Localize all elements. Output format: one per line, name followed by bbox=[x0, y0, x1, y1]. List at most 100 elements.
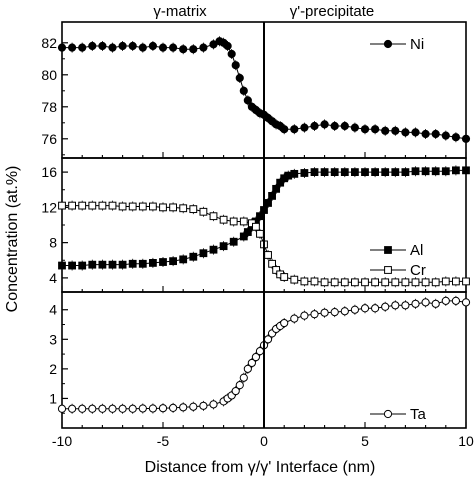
series-ta-point bbox=[371, 304, 380, 313]
panel-middle-legend: Al Cr bbox=[370, 242, 426, 279]
series-al-point bbox=[108, 260, 117, 269]
series-ta-point bbox=[330, 308, 339, 317]
series-ta-point bbox=[340, 307, 349, 316]
series-ta-point bbox=[391, 301, 400, 310]
panel-middle-ytick-label: 4 bbox=[49, 270, 57, 286]
series-ta-point bbox=[169, 403, 178, 412]
series-al-point bbox=[431, 167, 440, 176]
series-cr-point bbox=[252, 222, 260, 231]
series-ni-point bbox=[98, 41, 107, 51]
series-al-point bbox=[138, 259, 147, 268]
series-ni-point bbox=[461, 134, 471, 143]
series-ta-point bbox=[118, 404, 127, 413]
panel-bottom-legend: Ta bbox=[370, 406, 427, 423]
series-ni-point bbox=[421, 129, 430, 139]
series-al-point bbox=[401, 168, 410, 177]
panel-bottom: 1 2 3 4 -10 -5 0 5 10 Ta bbox=[49, 291, 474, 449]
series-cr-point bbox=[452, 277, 460, 286]
panel-middle-ticks: 4 8 12 16 bbox=[41, 164, 467, 292]
series-ni-point bbox=[280, 125, 289, 134]
series-al-point bbox=[320, 168, 329, 177]
series-cr-point bbox=[229, 217, 238, 226]
series-cr-point bbox=[401, 278, 410, 287]
series-ta-point bbox=[251, 352, 261, 362]
series-cr-point bbox=[98, 201, 107, 210]
series-cr-point bbox=[272, 266, 281, 274]
series-ni-point bbox=[340, 121, 349, 131]
series-ta-point bbox=[461, 298, 471, 307]
series-cr-point bbox=[462, 277, 470, 286]
series-ni-point bbox=[320, 120, 329, 129]
series-ni-point bbox=[138, 43, 147, 52]
series-ta-point bbox=[360, 304, 370, 313]
series-cr-point bbox=[421, 278, 430, 287]
series-cr-point bbox=[340, 278, 349, 287]
series-ni-point bbox=[290, 125, 299, 134]
series-ni-point bbox=[235, 73, 244, 83]
series-ta-point bbox=[280, 318, 289, 328]
series-al-point bbox=[452, 166, 460, 175]
series-al-point bbox=[264, 199, 272, 207]
series-al-point bbox=[243, 228, 252, 236]
series-ta-point bbox=[310, 310, 319, 319]
series-ni-point bbox=[57, 43, 67, 52]
series-ta-point bbox=[231, 386, 240, 396]
series-cr-point bbox=[118, 202, 127, 211]
series-cr-point bbox=[300, 277, 309, 286]
series-cr-point bbox=[431, 278, 440, 287]
series-al-point bbox=[149, 259, 157, 267]
series-cr-point bbox=[169, 203, 177, 212]
series-ta-point bbox=[138, 404, 147, 413]
series-cr-point bbox=[351, 278, 359, 287]
series-ta-point bbox=[239, 373, 248, 382]
panel-bottom-ytick-label: 3 bbox=[49, 331, 57, 347]
legend-ni-marker bbox=[383, 39, 393, 49]
series-al-point bbox=[340, 168, 349, 177]
series-al-point bbox=[98, 260, 107, 269]
series-ta-point bbox=[57, 404, 67, 413]
panel-bottom-ytick-label: 2 bbox=[49, 361, 57, 377]
series-cr-point bbox=[280, 273, 289, 281]
series-ni-point bbox=[239, 86, 248, 95]
y-axis-label: Concentration (at.%) bbox=[4, 166, 21, 313]
series-ni-point bbox=[381, 126, 390, 135]
panel-bottom-xtick-label: -10 bbox=[52, 433, 72, 449]
series-al-point bbox=[68, 261, 76, 270]
series-al-point bbox=[351, 168, 359, 177]
legend-ta-marker bbox=[383, 409, 393, 419]
series-ta-point bbox=[235, 381, 244, 390]
series-ni-point bbox=[401, 128, 410, 137]
series-ta-point bbox=[128, 404, 137, 413]
panel-bottom-xtick-label: 5 bbox=[361, 433, 369, 449]
series-ni-point bbox=[391, 126, 400, 135]
series-al-point bbox=[310, 168, 319, 177]
x-axis-label: Distance from γ/γ' Interface (nm) bbox=[145, 459, 376, 476]
series-al-point bbox=[118, 260, 127, 269]
series-al-point bbox=[209, 245, 218, 254]
series-ni-point bbox=[231, 61, 240, 70]
series-al-point bbox=[199, 249, 208, 258]
series-cr-point bbox=[68, 201, 76, 210]
series-ta-point bbox=[300, 311, 309, 320]
series-al-point bbox=[268, 192, 276, 200]
series-ni-point bbox=[169, 43, 178, 52]
series-ta-point bbox=[68, 404, 77, 413]
series-al-point bbox=[330, 168, 339, 177]
panel-bottom-xtick-label: 0 bbox=[260, 433, 268, 449]
series-ta-point bbox=[243, 364, 252, 373]
series-ni-point bbox=[300, 123, 309, 132]
panel-middle-series bbox=[58, 165, 470, 288]
series-ni-point bbox=[350, 123, 359, 132]
series-ni-point bbox=[451, 133, 460, 142]
series-al-point bbox=[219, 242, 228, 251]
panel-bottom-series bbox=[57, 295, 471, 414]
series-al-point bbox=[371, 168, 380, 177]
series-ta-point bbox=[401, 301, 410, 310]
panel-top-ytick-label: 80 bbox=[41, 67, 57, 83]
series-ta-point bbox=[247, 358, 256, 368]
series-cr-point bbox=[371, 278, 380, 287]
region-label-gamma-matrix: γ-matrix bbox=[153, 3, 207, 20]
series-al-point bbox=[128, 259, 137, 268]
series-cr-point bbox=[138, 202, 147, 211]
